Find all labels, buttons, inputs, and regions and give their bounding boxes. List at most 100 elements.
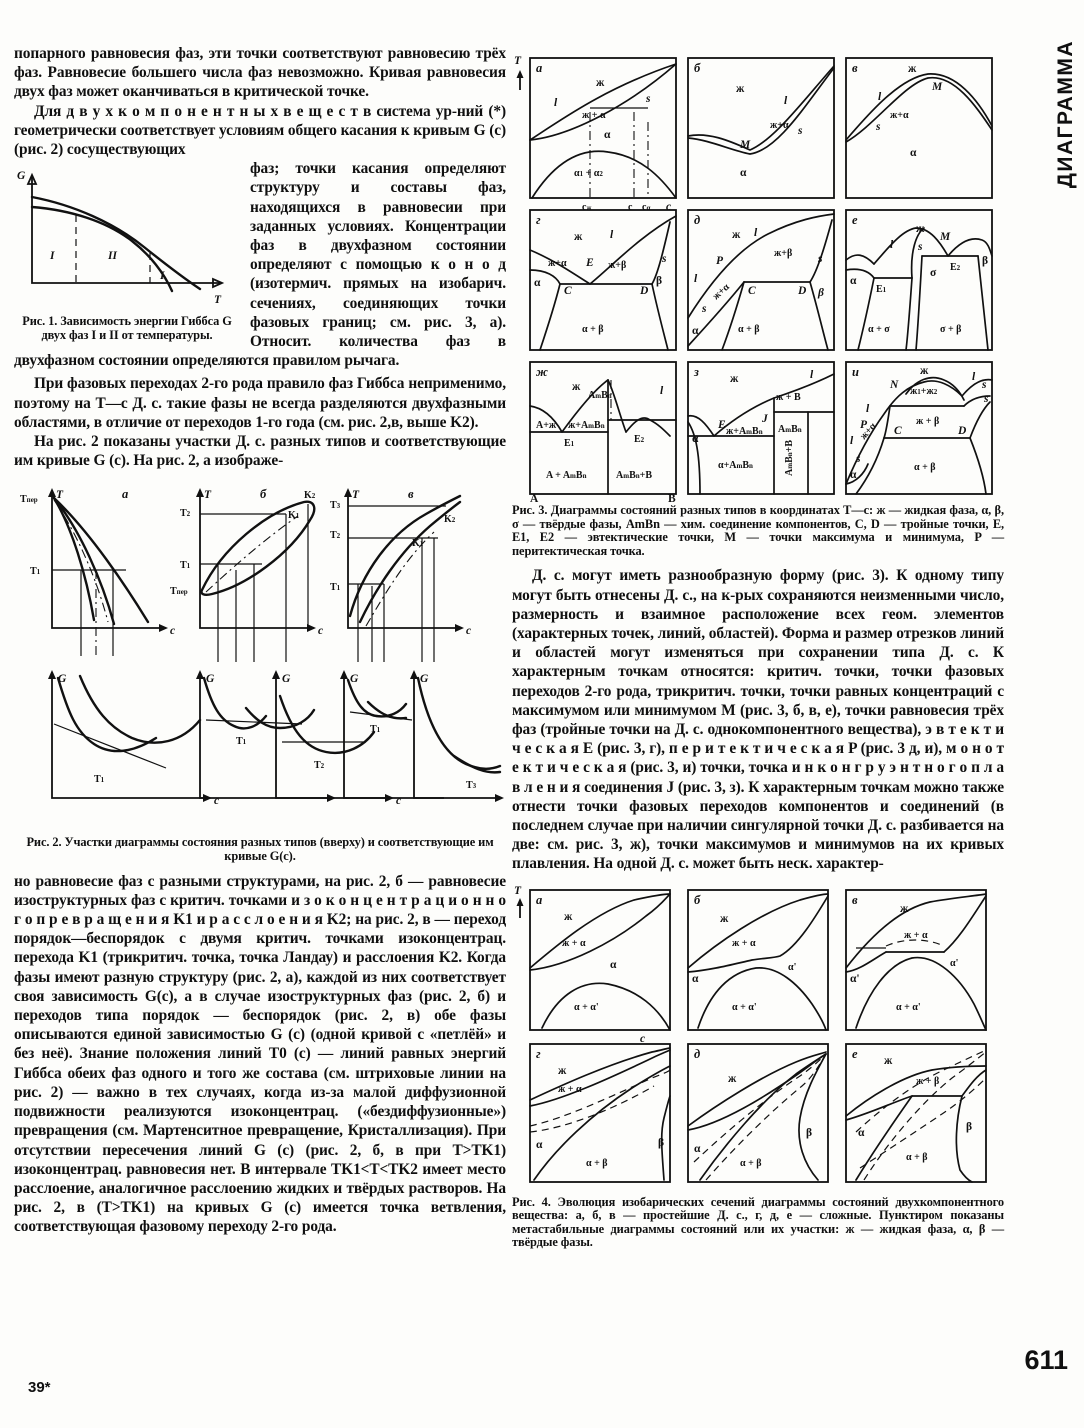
paragraph-1: попарного равновесия фаз, эти точки соот…: [14, 45, 506, 101]
fig4-e-alpha: α: [858, 1127, 865, 1139]
fig4-g-zh: ж: [558, 1065, 567, 1077]
fig3-letter-b: б: [694, 61, 701, 75]
fig4-e-zh: ж: [884, 1055, 893, 1067]
fig3-v-zh: ж: [908, 63, 917, 75]
fig2-g5-y-label: G: [420, 673, 429, 685]
fig4-panel-v: в ж ж + α α' α' α + α': [845, 888, 987, 1031]
fig3-panel-zh: ж ж AmBn l A+ж ж+AmBn E1 E2 A +: [529, 361, 677, 504]
signature-mark: 39*: [28, 1379, 51, 1396]
fig3-v-s: s: [875, 121, 881, 133]
fig1-y-label: G: [17, 170, 26, 182]
fig3-e-alpha-sigma: α + σ: [868, 324, 890, 335]
fig3-y-label: T: [514, 55, 522, 67]
fig3-b-l: l: [784, 95, 788, 107]
fig3-zh-E2: E2: [634, 434, 645, 445]
fig4-v-alpha: α': [850, 973, 860, 985]
fig3-d-l2: l: [694, 273, 698, 285]
fig2-a-T1: T1: [30, 566, 41, 577]
fig3-a-s: s: [645, 93, 651, 105]
fig3-v-l: l: [878, 91, 882, 103]
fig3-d-alpha-beta: α + β: [738, 324, 760, 335]
fig3-d-s2: s: [817, 253, 823, 265]
fig3-zh-E1: E1: [564, 438, 575, 449]
fig3-axis-A: A: [530, 493, 539, 504]
fig3-a-l: l: [554, 97, 558, 109]
paragraph-2b: фаз; точки касания определяют структуру …: [14, 160, 506, 370]
fig3-zh-l: l: [660, 385, 664, 397]
fig2-g2-T1: T1: [236, 736, 247, 747]
fig3-g-zh-beta: ж+β: [608, 260, 626, 271]
fig3-g-zh-alpha: ж+α: [548, 258, 567, 269]
fig2-g-panel-5: G T3: [410, 670, 504, 803]
page-number: 611: [1024, 1345, 1068, 1375]
fig3-panel-d: д ж l P l s ж+α ж+β C D β: [687, 209, 835, 351]
fig4-d-alpha-beta: α + β: [740, 1158, 762, 1169]
fig2-g1-y-label: G: [58, 673, 67, 685]
fig2-v-T2: T2: [330, 530, 341, 541]
fig3-d-C: C: [748, 285, 756, 297]
fig1-axes: [31, 175, 222, 285]
fig3-e-sigma-beta: σ + β: [940, 324, 961, 335]
right-column: T а ж l s ж + α α α1 + α2: [512, 44, 1004, 1250]
fig3-zh-ambn-B: AmBn+B: [616, 470, 652, 481]
fig3-i-l3: l: [850, 435, 854, 447]
fig3-d-beta: β: [817, 287, 824, 299]
fig2-g3-x-label: c: [396, 795, 401, 807]
fig3-i-s2: s: [981, 379, 987, 391]
figure-4-plot: T а ж ж + α α α + α' c: [514, 885, 987, 1183]
fig4-b-alpha-prime: α': [788, 962, 797, 973]
fig4-a-zh: ж: [564, 911, 573, 923]
fig3-e-l: l: [890, 239, 894, 251]
fig3-d-P: P: [716, 255, 724, 267]
fig3-panel-a: а ж l s ж + α α α1 + α2 cж c cα: [529, 57, 677, 213]
figure-2-plot: T c а Tпер T1: [20, 487, 504, 807]
fig1-region-3: I: [159, 270, 165, 282]
fig2-v-K2: K2: [444, 514, 456, 525]
fig4-v-alpha-prime: α': [950, 958, 959, 969]
fig2-g1-T1: T1: [94, 774, 105, 785]
fig2-b-T1: T1: [180, 560, 191, 571]
fig4-b-alpha-alpha: α + α': [732, 1002, 757, 1013]
fig4-d-alpha: α: [694, 1143, 701, 1155]
fig3-b-alpha: α: [740, 167, 747, 179]
fig3-zh-A-ambn: A + AmBn: [546, 470, 587, 481]
right-paragraph-1: Д. с. могут иметь разнообразную форму (р…: [512, 567, 1004, 873]
fig4-d-beta: β: [806, 1127, 812, 1139]
fig3-letter-zh: ж: [536, 365, 548, 379]
fig3-letter-z: з: [693, 365, 699, 379]
fig3-i-zh: ж: [920, 365, 929, 377]
fig2-v-T1: T1: [330, 582, 341, 593]
fig4-g-zh-alpha: ж + α: [558, 1084, 582, 1095]
fig3-letter-g: г: [536, 213, 541, 227]
running-head: ДИАГРАММА: [1054, 40, 1077, 189]
fig3-a-alpha: α: [604, 129, 611, 141]
fig1-region-2: II: [107, 250, 117, 262]
fig4-letter-b: б: [694, 893, 701, 907]
fig3-g-s: s: [661, 253, 667, 265]
figure-3-caption: Рис. 3. Диаграммы состояний разных типов…: [512, 503, 1004, 558]
figure-3: T а ж l s ж + α α α1 + α2: [512, 44, 1004, 558]
fig4-g-beta: β: [658, 1137, 664, 1149]
fig2-g-panel-1: G c T1: [48, 670, 219, 807]
fig3-panel-z: з ж l ж + B E J ж+AmBn AmBn α α+A: [687, 361, 835, 495]
fig2-g3-T2: T2: [314, 760, 325, 771]
fig3-letter-d: д: [694, 213, 700, 227]
fig4-b-zh: ж: [720, 913, 729, 925]
fig4-a-alpha: α: [610, 959, 617, 971]
figure-1: G T I II I Рис. 1. Зависимость энергии Г…: [14, 163, 240, 342]
figure-2: T c а Tпер T1: [14, 476, 506, 863]
fig2-v-T3: T3: [330, 500, 341, 511]
fig3-i-D: D: [957, 425, 967, 437]
fig1-region-1: I: [49, 250, 55, 262]
fig4-panel-g: г ж ж + α α β α + β: [529, 1042, 671, 1183]
fig2-panel-a: T c а Tпер T1: [20, 487, 175, 657]
fig3-zh-zh: ж: [572, 381, 581, 393]
fig4-y-label: T: [514, 885, 522, 897]
fig2-a-x-label: c: [170, 625, 175, 637]
fig3-i-s: s: [855, 453, 861, 465]
fig3-g-C: C: [564, 285, 572, 297]
fig3-z-l: l: [810, 369, 814, 381]
fig4-panel-a: а ж ж + α α α + α' c: [529, 888, 671, 1045]
fig3-a-zh: ж: [596, 77, 605, 89]
